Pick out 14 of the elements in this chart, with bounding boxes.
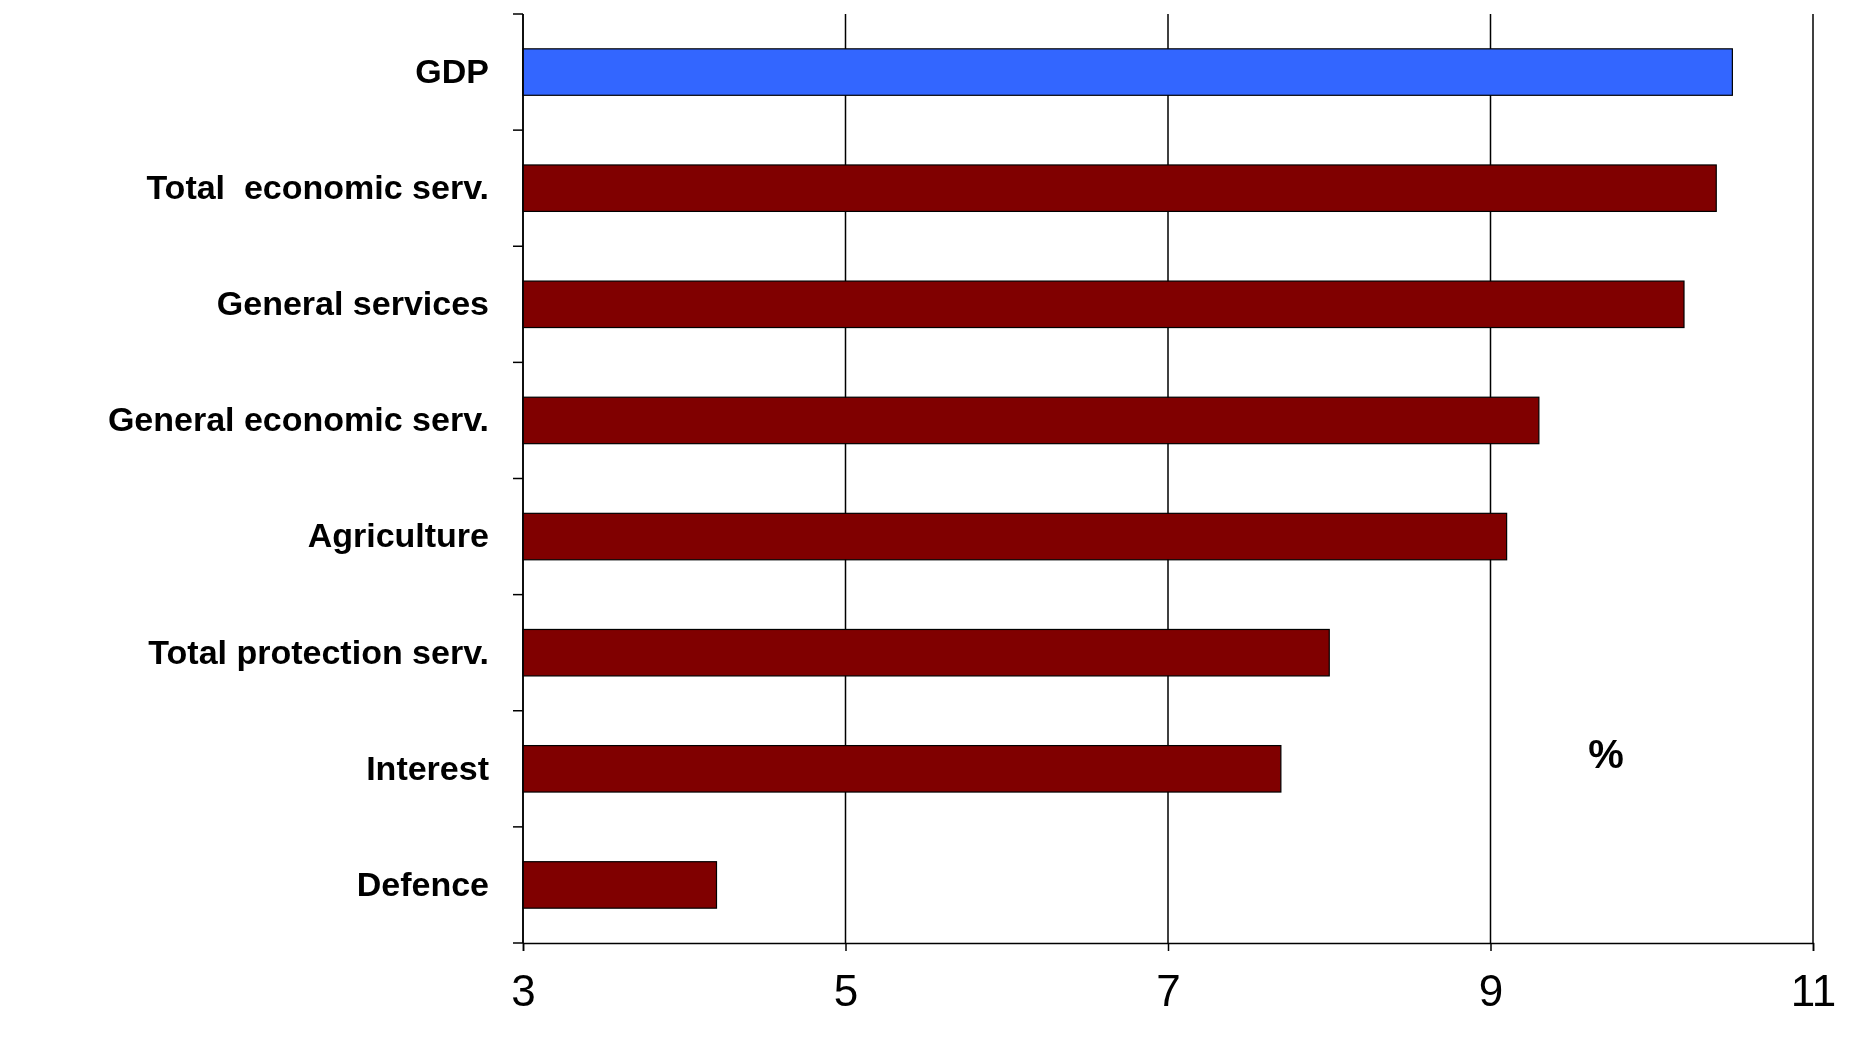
- y-tick-label: General services: [216, 284, 489, 323]
- x-tick-label: 9: [1478, 966, 1504, 1016]
- y-tick-label: General economic serv.: [107, 400, 489, 439]
- x-tick-label: 5: [833, 966, 859, 1016]
- y-tick-label: Agriculture: [307, 516, 489, 555]
- annotation: %: [1588, 732, 1624, 776]
- y-tick-label: Interest: [366, 748, 489, 787]
- x-tick-label: 11: [1790, 966, 1837, 1016]
- y-tick-label: Defence: [356, 864, 489, 903]
- x-tick-label: 7: [1156, 966, 1181, 1016]
- x-tick-label: 3: [511, 966, 536, 1016]
- y-tick-label: Total protection serv.: [148, 632, 489, 671]
- y-tick-label: Total economic serv.: [146, 168, 489, 207]
- y-tick-label: GDP: [415, 51, 489, 90]
